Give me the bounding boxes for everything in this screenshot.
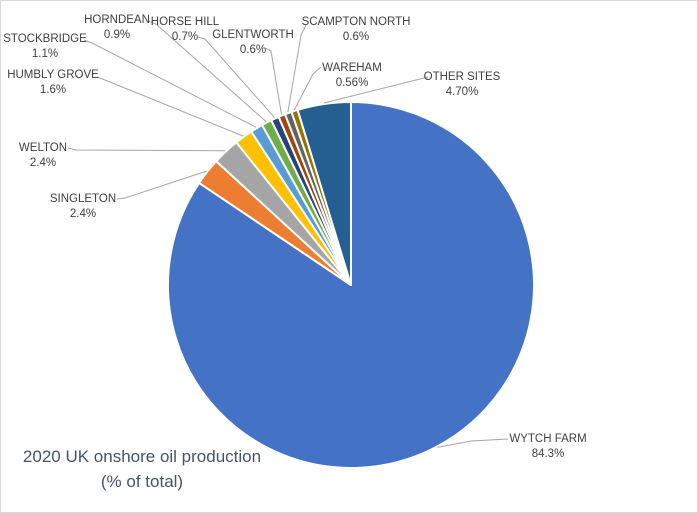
- leader-line-glentworth: [264, 47, 282, 115]
- chart-title-line1: 2020 UK onshore oil production: [22, 447, 262, 466]
- leader-line-wareham: [293, 66, 322, 111]
- leader-line-welton: [67, 147, 226, 152]
- leader-line-horndean: [147, 20, 267, 123]
- pie-slice-other-sites[interactable]: [296, 101, 352, 286]
- chart-title-line2: (% of total): [100, 472, 184, 491]
- leader-line-humbly-grove: [96, 76, 244, 137]
- leader-line-horse-hill: [197, 36, 275, 118]
- chart-title: 2020 UK onshore oil production (% of tot…: [17, 444, 267, 494]
- leader-line-wytch-farm: [437, 438, 509, 448]
- leader-line-singleton: [116, 170, 207, 200]
- leader-line-other-sites: [323, 76, 429, 104]
- leader-line-scampton-north: [287, 24, 307, 113]
- leader-line-stockbridge: [83, 39, 257, 128]
